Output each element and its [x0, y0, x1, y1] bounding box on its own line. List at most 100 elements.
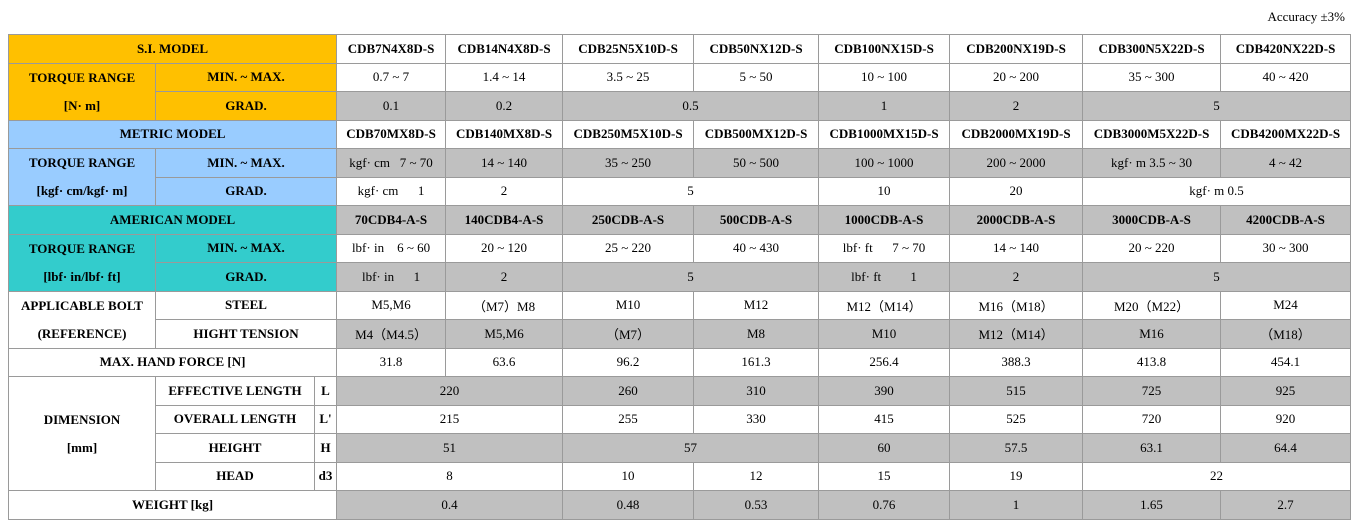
value-cell: 2: [445, 176, 564, 206]
table-row: S.I. MODEL CDB7N4X8D-S CDB14N4X8D-S CDB25N5…: [7, 34, 1352, 64]
table-row: HIGHT TENSION M4（M4.5） M5,M6 （M7） M8 M10 M12（M…: [9, 319, 1352, 349]
table-row: AMERICAN MODEL 70CDB4-A-S 140CDB4-A-S 250CD…: [7, 205, 1352, 235]
value-cell: 2000CDB-A-S: [949, 205, 1084, 235]
value-cell: 1.4 ~ 14: [445, 62, 564, 92]
value-cell: 50 ~ 500: [693, 148, 820, 178]
value-cell: 8: [336, 461, 564, 491]
label-cell: METRIC MODEL: [7, 119, 338, 149]
value-cell: 22: [1082, 461, 1352, 491]
table-row: GRAD. 0.1 0.2 0.5 1 2 5: [9, 91, 1352, 121]
label-cell: DIMENSION [mm]: [8, 376, 156, 491]
value-cell: 51: [336, 433, 564, 463]
value-cell: 60: [818, 433, 951, 463]
value-cell: 140CDB4-A-S: [445, 205, 564, 235]
table-row: METRIC MODEL CDB70MX8D-S CDB140MX8D-S CDB25…: [7, 119, 1352, 149]
value-cell: M12（M14）: [949, 319, 1084, 349]
label-cell: WEIGHT [kg]: [7, 490, 338, 520]
label-line: [lbf· in/lbf· ft]: [43, 268, 121, 284]
table-row: GRAD. kgf· cm 1 2 5 10 20 kgf· m 0.5: [9, 176, 1352, 206]
value-cell: 0.76: [818, 490, 951, 520]
label-cell: L': [313, 404, 338, 434]
label-cell: EFFECTIVE LENGTH: [155, 376, 315, 406]
value-cell: 2: [949, 91, 1084, 121]
table-row: TORQUE RANGE [kgf· cm/kgf· m] MIN. ~ MAX. k…: [8, 148, 1352, 206]
value-cell: 3000CDB-A-S: [1082, 205, 1222, 235]
table-row: APPLICABLE BOLT (REFERENCE) STEEL M5,M6 （M7）…: [8, 290, 1352, 349]
table-row: HEAD d3 8 10 12 15 19 22: [9, 461, 1352, 491]
value-cell: 20 ~ 220: [1082, 233, 1222, 263]
label-line: [mm]: [66, 439, 98, 455]
label-cell: HEAD: [155, 461, 315, 491]
value-cell: M10: [562, 290, 695, 320]
label-cell: d3: [313, 461, 338, 491]
table-row: OVERALL LENGTH L' 215 255 330 415 525 720 920: [9, 404, 1352, 434]
value-cell: 454.1: [1220, 347, 1352, 377]
table-row: WEIGHT [kg] 0.4 0.48 0.53 0.76 1 1.65 2.7: [7, 490, 1352, 520]
value-cell: 15: [818, 461, 951, 491]
value-cell: 1: [949, 490, 1084, 520]
label-line: (REFERENCE): [37, 325, 127, 341]
value-cell: 5: [562, 262, 820, 292]
value-cell: 2.7: [1220, 490, 1352, 520]
value-cell: 19: [949, 461, 1084, 491]
value-cell: CDB300N5X22D-S: [1082, 34, 1222, 64]
value-cell: M8: [693, 319, 820, 349]
value-cell: 500CDB-A-S: [693, 205, 820, 235]
value-cell: 2: [445, 262, 564, 292]
value-cell: 14 ~ 140: [949, 233, 1084, 263]
value-cell: 390: [818, 376, 951, 406]
value-cell: 1000CDB-A-S: [818, 205, 951, 235]
label-cell: GRAD.: [154, 262, 338, 292]
value-cell: （M7）M8: [445, 290, 564, 320]
value-cell: lbf· in 1: [336, 262, 447, 292]
value-cell: kgf· cm 1: [336, 176, 447, 206]
value-cell: 10: [562, 461, 695, 491]
value-cell: M5,M6: [445, 319, 564, 349]
table-row: HEIGHT H 51 57 60 57.5 63.1 64.4: [9, 433, 1352, 463]
value-cell: 35 ~ 300: [1082, 62, 1222, 92]
value-cell: 5: [1082, 262, 1352, 292]
value-cell: CDB2000MX19D-S: [949, 119, 1084, 149]
value-cell: 330: [693, 404, 820, 434]
value-cell: 30 ~ 300: [1220, 233, 1352, 263]
label-cell: S.I. MODEL: [7, 34, 338, 64]
value-cell: 720: [1082, 404, 1222, 434]
label-cell: TORQUE RANGE [lbf· in/lbf· ft]: [8, 233, 156, 292]
value-cell: 1: [818, 91, 951, 121]
value-cell: 96.2: [562, 347, 695, 377]
table-row: TORQUE RANGE [lbf· in/lbf· ft] MIN. ~ MAX.…: [8, 233, 1352, 292]
value-cell: 25 ~ 220: [562, 233, 695, 263]
label-line: TORQUE RANGE: [28, 155, 136, 170]
value-cell: 0.2: [445, 91, 564, 121]
value-cell: CDB14N4X8D-S: [445, 34, 564, 64]
value-cell: 3.5 ~ 25: [562, 62, 695, 92]
label-line: [kgf· cm/kgf· m]: [36, 183, 128, 198]
label-cell: AMERICAN MODEL: [7, 205, 338, 235]
value-cell: 215: [336, 404, 564, 434]
label-cell: OVERALL LENGTH: [155, 404, 315, 434]
label-cell: HIGHT TENSION: [154, 319, 338, 349]
value-cell: 20: [949, 176, 1084, 206]
value-cell: 12: [693, 461, 820, 491]
value-cell: CDB1000MX15D-S: [818, 119, 951, 149]
value-cell: kgf· cm 7 ~ 70: [336, 148, 447, 178]
value-cell: M12: [693, 290, 820, 320]
value-cell: 920: [1220, 404, 1352, 434]
label-cell: GRAD.: [154, 91, 338, 121]
value-cell: 0.7 ~ 7: [336, 62, 447, 92]
value-cell: CDB4200MX22D-S: [1220, 119, 1352, 149]
value-cell: （M7）: [562, 319, 695, 349]
accuracy-note: Accuracy ±3%: [1267, 9, 1345, 24]
value-cell: 5 ~ 50: [693, 62, 820, 92]
label-cell: TORQUE RANGE [N· m]: [8, 62, 156, 121]
value-cell: 0.5: [562, 91, 820, 121]
value-cell: lbf· in 6 ~ 60: [336, 233, 447, 263]
label-cell: APPLICABLE BOLT (REFERENCE): [8, 290, 156, 349]
value-cell: 64.4: [1220, 433, 1352, 463]
value-cell: CDB200NX19D-S: [949, 34, 1084, 64]
label-line: TORQUE RANGE: [28, 69, 136, 85]
label-cell: MIN. ~ MAX.: [154, 233, 338, 263]
value-cell: 31.8: [336, 347, 447, 377]
table-row: TORQUE RANGE [N· m] MIN. ~ MAX. 0.7 ~ 7 1.4 …: [8, 62, 1352, 121]
